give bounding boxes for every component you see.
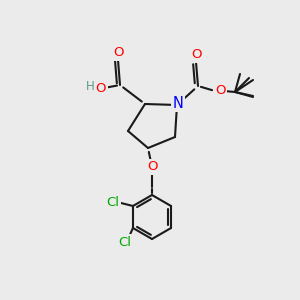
Text: O: O: [113, 46, 123, 59]
Text: O: O: [215, 85, 225, 98]
Text: Cl: Cl: [106, 196, 119, 208]
Text: N: N: [172, 95, 183, 110]
Text: Cl: Cl: [118, 236, 131, 248]
Text: O: O: [147, 160, 157, 173]
Text: O: O: [96, 82, 106, 94]
Text: H: H: [85, 80, 94, 94]
Text: O: O: [192, 49, 202, 62]
